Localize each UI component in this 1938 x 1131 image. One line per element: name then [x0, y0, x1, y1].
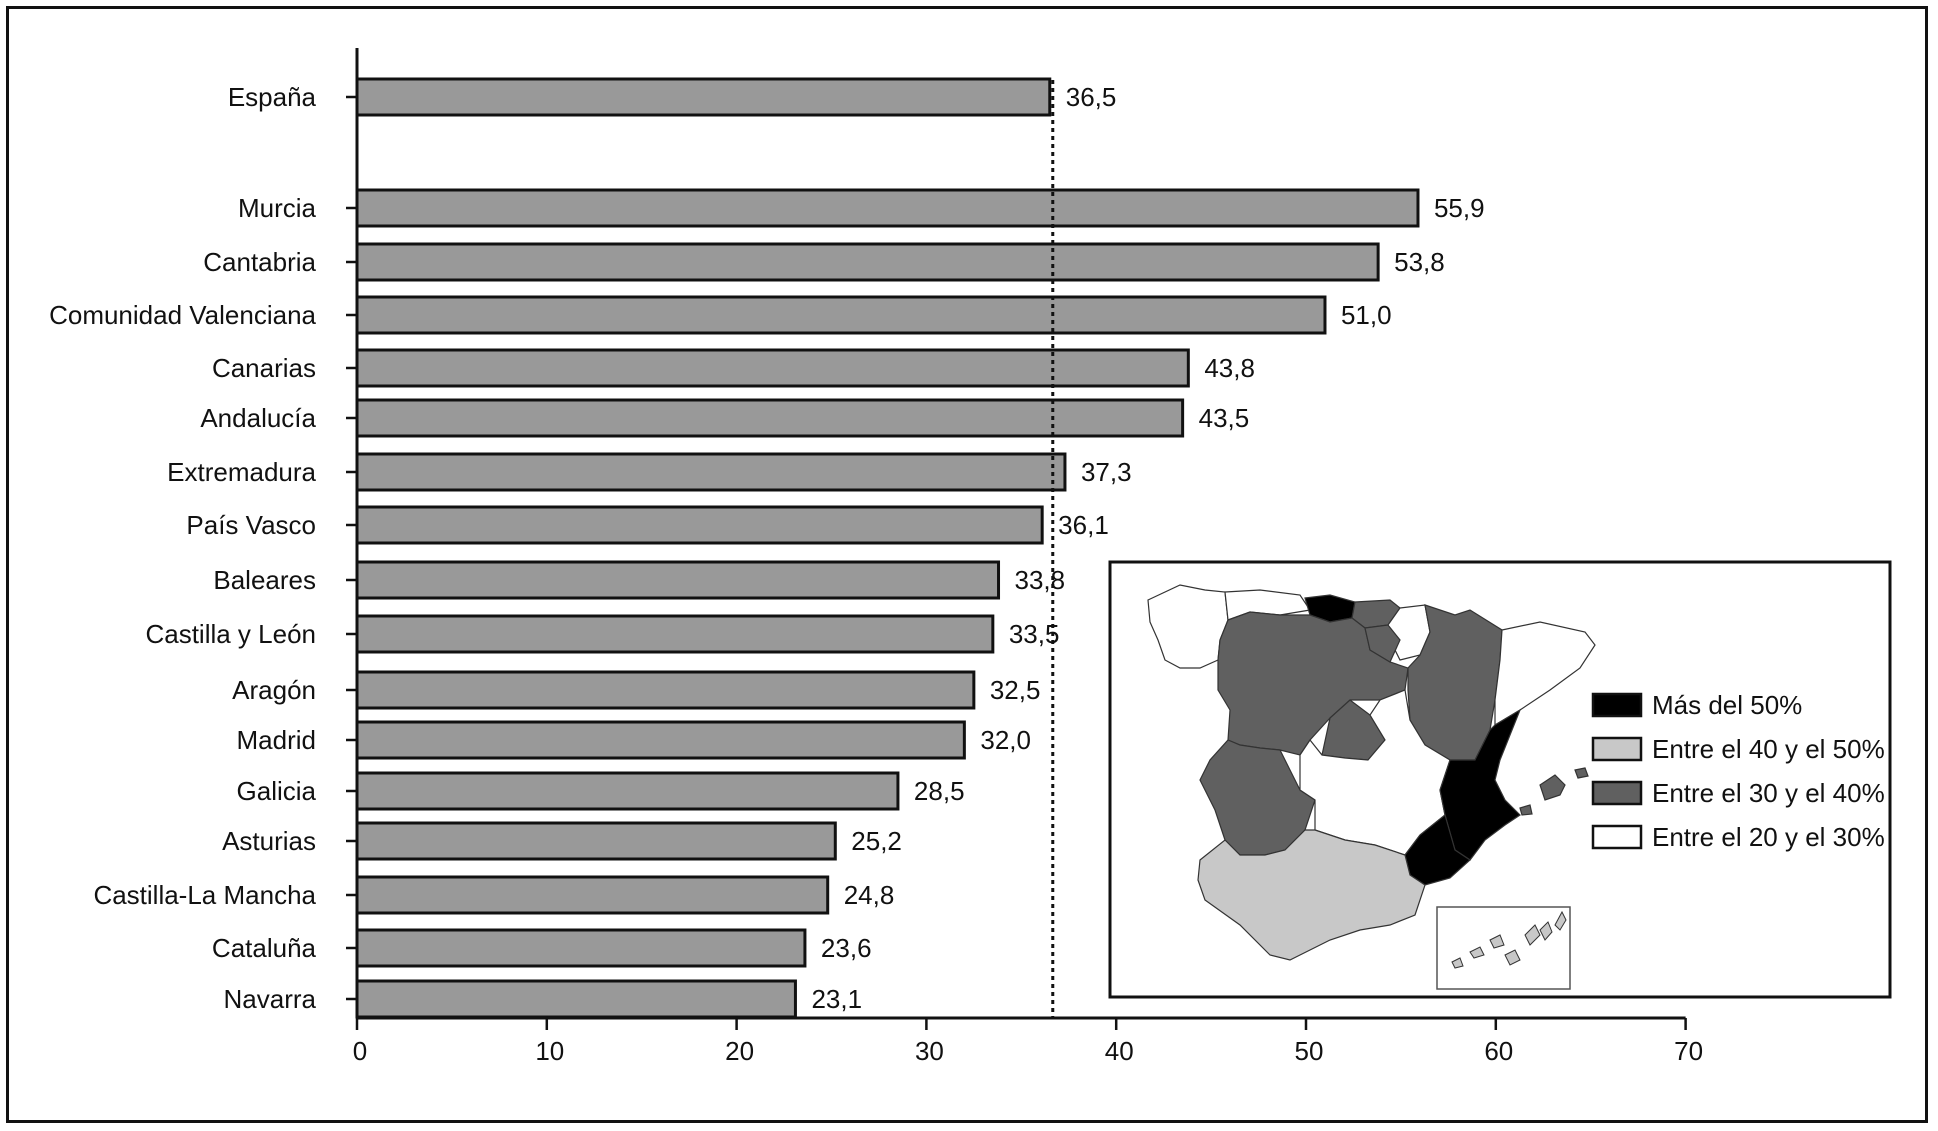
category-label: Cataluña: [212, 933, 317, 963]
category-label: Galicia: [237, 776, 317, 806]
data-label: 33,5: [1009, 619, 1060, 649]
data-label: 24,8: [844, 880, 895, 910]
data-label: 33,8: [1015, 565, 1066, 595]
x-tick-label: 70: [1674, 1036, 1703, 1066]
category-label: País Vasco: [186, 510, 316, 540]
data-label: 51,0: [1341, 300, 1392, 330]
data-label: 37,3: [1081, 457, 1132, 487]
bar: [355, 771, 900, 811]
category-label: Murcia: [238, 193, 317, 223]
legend-swatch: [1591, 736, 1643, 762]
x-tick-label: 50: [1295, 1036, 1324, 1066]
inset-map-panel: Más del 50% Entre el 40 y el 50% Entre el …: [1108, 560, 1892, 999]
category-label: Asturias: [222, 826, 316, 856]
category-label: Extremadura: [167, 457, 316, 487]
canarias-inset-box: [1436, 906, 1571, 990]
data-label: 25,2: [851, 826, 902, 856]
category-label: Castilla y León: [145, 619, 316, 649]
bar: [355, 720, 966, 760]
bar: [355, 875, 830, 915]
data-label: 23,6: [821, 933, 872, 963]
data-label: 55,9: [1434, 193, 1485, 223]
category-label: Madrid: [237, 725, 316, 755]
bar: [355, 614, 995, 654]
bar: [355, 505, 1044, 545]
data-label: 23,1: [811, 984, 862, 1014]
map-la-rioja: [1364, 624, 1401, 663]
data-label: 43,5: [1199, 403, 1250, 433]
bar: [355, 242, 1380, 282]
legend-label: Más del 50%: [1652, 690, 1802, 720]
bar: [355, 452, 1067, 492]
bar: [355, 979, 797, 1019]
bar: [355, 670, 976, 710]
category-label: Navarra: [224, 984, 317, 1014]
category-label: Aragón: [232, 675, 316, 705]
data-label: 36,1: [1058, 510, 1109, 540]
bar: [355, 398, 1185, 438]
bar: [355, 77, 1052, 117]
category-label: Andalucía: [200, 403, 316, 433]
category-label: España: [228, 82, 317, 112]
category-label: Castilla-La Mancha: [93, 880, 316, 910]
x-tick-label: 60: [1484, 1036, 1513, 1066]
bar: [355, 560, 1001, 600]
map-baleares: [1519, 767, 1589, 816]
data-label: 53,8: [1394, 247, 1445, 277]
legend-swatch: [1591, 780, 1643, 806]
category-label: Cantabria: [203, 247, 316, 277]
legend-label: Entre el 30 y el 40%: [1652, 778, 1885, 808]
map-legend: Más del 50% Entre el 40 y el 50% Entre el …: [1591, 690, 1885, 852]
data-label: 43,8: [1204, 353, 1255, 383]
bar: [355, 295, 1327, 335]
bar: [355, 188, 1420, 228]
data-label: 32,5: [990, 675, 1041, 705]
legend-swatch: [1591, 692, 1643, 718]
data-label: 32,0: [980, 725, 1031, 755]
category-label: Baleares: [213, 565, 316, 595]
map-comunidad-valenciana: [1439, 708, 1522, 861]
data-label: 28,5: [914, 776, 965, 806]
x-tick-label: 30: [915, 1036, 944, 1066]
chart-frame: [6, 6, 1928, 1123]
bars-layer: 36,5 55,9 53,851,0 43,8 43,5 37,3 36,1 33,8 33,5…: [355, 77, 1485, 1019]
x-tick-label: 40: [1105, 1036, 1134, 1066]
x-tick-label: 20: [725, 1036, 754, 1066]
x-tick-label: 0: [353, 1036, 367, 1066]
x-tick-label: 10: [535, 1036, 564, 1066]
map-andalucia: [1197, 829, 1426, 961]
legend-label: Entre el 20 y el 30%: [1652, 822, 1885, 852]
legend-swatch: [1591, 824, 1643, 850]
legend-label: Entre el 40 y el 50%: [1652, 734, 1885, 764]
category-label: Canarias: [212, 353, 316, 383]
spain-map: [1147, 584, 1596, 961]
bar: [355, 348, 1190, 388]
map-canarias: [1451, 910, 1567, 969]
bar: [355, 821, 837, 861]
category-label: Comunidad Valenciana: [49, 300, 316, 330]
map-cataluna: [1494, 621, 1596, 727]
bar: [355, 928, 807, 968]
data-label: 36,5: [1066, 82, 1117, 112]
axes: España Murcia Cantabria Comunidad Valencian…: [49, 48, 1703, 1066]
